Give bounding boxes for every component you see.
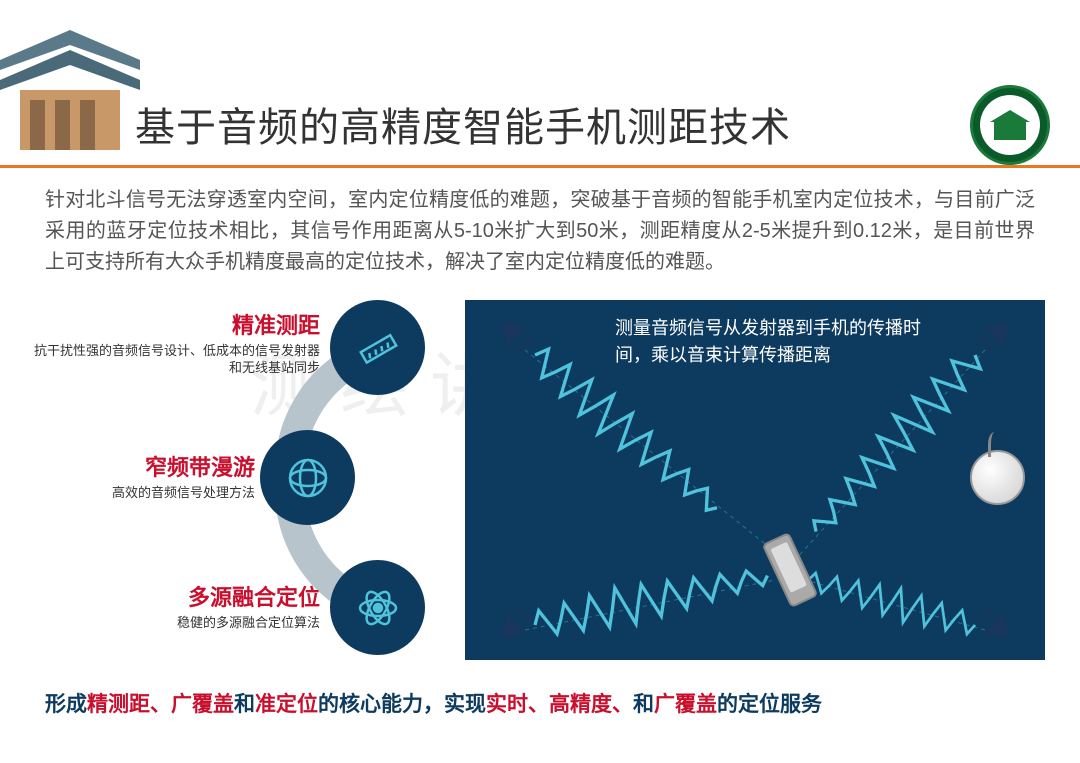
label-narrowband: 窄频带漫游 高效的音频信号处理方法	[30, 450, 255, 502]
speaker-top-right	[967, 307, 1024, 364]
atom-icon	[353, 583, 403, 633]
speaker-bottom-right	[967, 597, 1024, 654]
node-multisource	[330, 560, 425, 655]
bt-3: 准定位	[255, 693, 318, 716]
node-title-2: 窄频带漫游	[30, 450, 255, 482]
phone-icon	[762, 532, 819, 608]
node-title-1: 精准测距	[30, 308, 320, 340]
right-text: 测量音频信号从发射器到手机的传播时间，乘以音束计算传播距离	[615, 315, 945, 369]
slide-title: 基于音频的高精度智能手机测距技术	[135, 95, 791, 153]
bt-6: 和	[633, 693, 654, 716]
globe-icon	[283, 453, 333, 503]
node-sub-1: 抗干扰性强的音频信号设计、低成本的信号发射器和无线基站同步	[30, 343, 320, 377]
right-diagram: 测量音频信号从发射器到手机的传播时间，乘以音束计算传播距离	[465, 300, 1045, 660]
node-narrowband	[260, 430, 355, 525]
speaker-bottom-left	[487, 597, 544, 654]
node-precise-ranging	[330, 300, 425, 395]
bt-2: 和	[234, 693, 255, 716]
bt-1: 精测距、广覆盖	[87, 693, 234, 716]
bottom-summary: 形成精测距、广覆盖和准定位的核心能力，实现实时、高精度、和广覆盖的定位服务	[45, 688, 1035, 718]
sensor-device-icon	[970, 450, 1025, 505]
ruler-icon	[353, 323, 403, 373]
bt-0: 形成	[45, 693, 87, 716]
node-sub-2: 高效的音频信号处理方法	[30, 485, 255, 502]
speaker-top-left	[487, 307, 544, 364]
bt-8: 的定位服务	[717, 693, 822, 716]
node-sub-3: 稳健的多源融合定位算法	[30, 615, 320, 632]
label-precise-ranging: 精准测距 抗干扰性强的音频信号设计、低成本的信号发射器和无线基站同步	[30, 308, 320, 377]
description-text: 针对北斗信号无法穿透室内空间，室内定位精度低的难题，突破基于音频的智能手机室内定…	[45, 185, 1035, 278]
university-logo	[970, 85, 1050, 165]
node-title-3: 多源融合定位	[30, 580, 320, 612]
bt-4: 的核心能力，实现	[318, 693, 486, 716]
left-diagram: 精准测距 抗干扰性强的音频信号设计、低成本的信号发射器和无线基站同步 窄频带漫游…	[30, 300, 460, 660]
bt-5: 实时、高精度、	[486, 693, 633, 716]
divider-line	[0, 165, 1080, 168]
bt-7: 广覆盖	[654, 693, 717, 716]
label-multisource: 多源融合定位 稳健的多源融合定位算法	[30, 580, 320, 632]
corner-decoration	[0, 0, 140, 150]
